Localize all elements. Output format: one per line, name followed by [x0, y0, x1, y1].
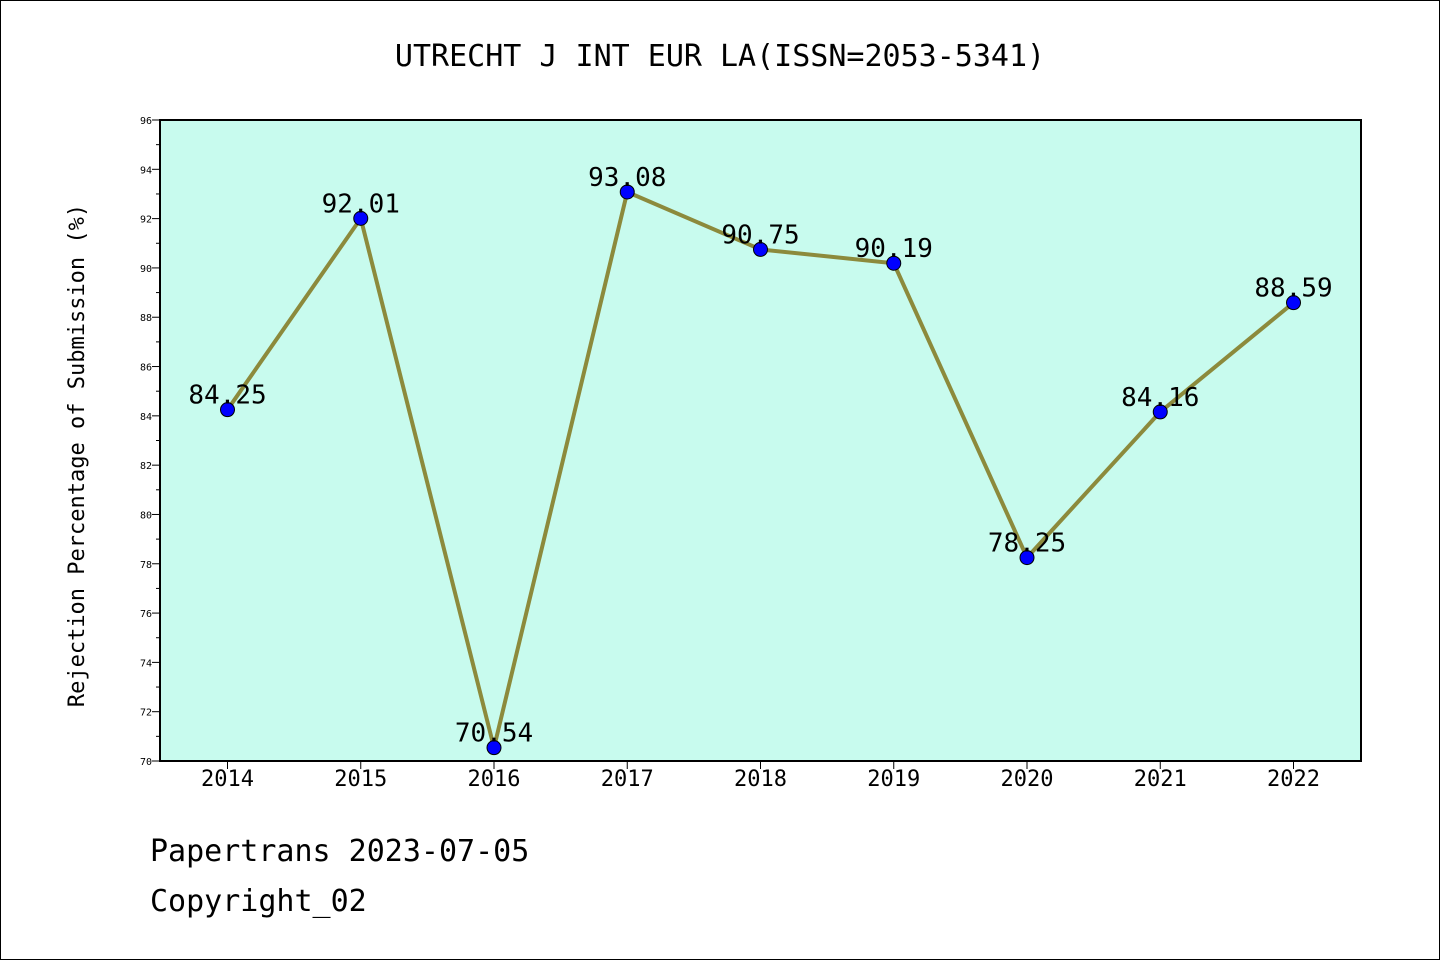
x-tick-label: 2021 — [1134, 767, 1187, 792]
x-tick-label: 2017 — [601, 767, 654, 792]
y-tick-label: 78 — [140, 560, 152, 571]
plot-area — [160, 120, 1361, 761]
data-point-2015 — [353, 210, 369, 226]
data-labels: 84.25 92.01 70.54 93.08 90.75 90.19 78.25 84.16… — [188, 163, 1332, 749]
copyright-note: Copyright_02 — [150, 884, 367, 919]
data-point-2020 — [1019, 550, 1035, 566]
chart-title: UTRECHT J INT EUR LA(ISSN=2053-5341) — [395, 39, 1045, 74]
x-axis: 2014 2015 2016 2017 2018 2019 2020 2021 2022 — [201, 761, 1320, 792]
y-tick-label: 92 — [140, 215, 152, 226]
data-label-2018: 90.75 — [721, 220, 799, 250]
y-tick-label: 84 — [140, 412, 152, 423]
data-point-2019 — [886, 255, 902, 271]
data-point-2014 — [220, 402, 235, 418]
y-tick-label: 94 — [140, 165, 152, 176]
y-tick-label: 74 — [140, 658, 152, 669]
y-tick-label: 70 — [140, 757, 152, 768]
data-point-2018 — [753, 241, 768, 257]
data-point-2022 — [1286, 295, 1301, 311]
y-tick-label: 96 — [140, 116, 152, 127]
data-label-2014: 84.25 — [188, 381, 266, 411]
y-tick-label: 80 — [140, 510, 152, 521]
y-tick-label: 72 — [140, 708, 152, 719]
data-point-2016 — [486, 740, 502, 756]
y-axis-label: Rejection Percentage of Submission (%) — [65, 204, 90, 707]
x-tick-label: 2018 — [734, 767, 787, 792]
data-label-2021: 84.16 — [1121, 383, 1199, 413]
y-axis: 70 72 74 76 78 80 82 84 86 88 90 92 94 96 — [140, 116, 160, 768]
data-label-2017: 93.08 — [588, 163, 666, 193]
y-tick-label: 76 — [140, 609, 152, 620]
data-label-2019: 90.19 — [855, 234, 933, 264]
y-tick-label: 82 — [140, 461, 152, 472]
data-label-2015: 92.01 — [322, 189, 400, 219]
data-label-2022: 88.59 — [1254, 274, 1332, 304]
x-tick-label: 2016 — [468, 767, 521, 792]
y-tick-label: 88 — [140, 313, 152, 324]
x-tick-label: 2020 — [1001, 767, 1054, 792]
data-point-2017 — [619, 184, 635, 200]
y-tick-label: 90 — [140, 264, 152, 275]
series-rejection-rate — [220, 184, 1301, 756]
x-tick-label: 2014 — [201, 767, 254, 792]
y-tick-label: 86 — [140, 363, 152, 374]
source-note: Papertrans 2023-07-05 — [150, 834, 530, 869]
x-tick-label: 2019 — [867, 767, 920, 792]
plot-border — [159, 119, 1362, 762]
x-tick-label: 2015 — [334, 767, 387, 792]
data-label-2016: 70.54 — [455, 719, 533, 749]
x-tick-label: 2022 — [1267, 767, 1320, 792]
data-point-2021 — [1152, 404, 1168, 420]
data-label-2020: 78.25 — [988, 529, 1066, 559]
